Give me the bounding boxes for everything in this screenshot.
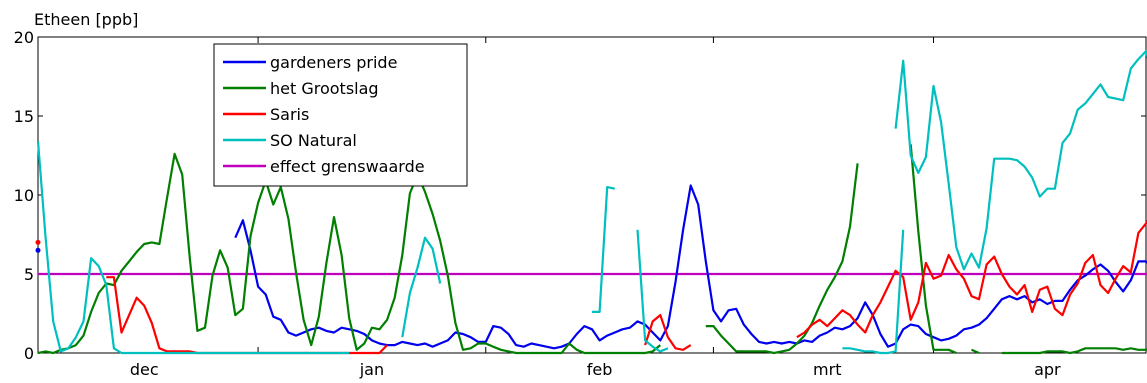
series-layer: [35, 50, 1147, 355]
series-line: [234, 184, 1147, 350]
y-tick-label: 20: [14, 28, 34, 47]
legend-entry: het Grootslag: [270, 79, 379, 98]
legend-entry: Saris: [270, 105, 309, 124]
x-tick-label: feb: [587, 360, 613, 379]
series-so-natural: [36, 50, 1147, 355]
series-line: [796, 220, 1147, 339]
plot-area-frame: [37, 36, 1147, 354]
series-line: [592, 186, 616, 313]
series-line: [971, 348, 980, 355]
x-tick-label: dec: [130, 360, 159, 379]
series-line: [636, 229, 669, 353]
series-line: [36, 141, 350, 355]
series-line: [894, 50, 1147, 271]
x-tick-label: jan: [359, 360, 384, 379]
legend: gardeners pride het Grootslag Saris SO Natu…: [213, 43, 468, 187]
series-line: [909, 144, 957, 355]
data-point: [35, 239, 41, 245]
series-line: [1001, 347, 1147, 355]
y-tick-label: 5: [24, 265, 34, 284]
series-line: [37, 152, 662, 355]
x-axis-ticks: dec jan feb mrt apr: [130, 37, 1061, 379]
series-line: [705, 163, 859, 355]
legend-entry: SO Natural: [270, 131, 357, 150]
y-tick-label: 0: [24, 344, 34, 363]
data-point: [35, 247, 41, 253]
series-line: [644, 314, 692, 351]
series-line: [401, 236, 442, 338]
series-saris: [35, 220, 1147, 355]
x-tick-label: mrt: [813, 360, 841, 379]
series-het-grootslag: [37, 144, 1147, 355]
series-line: [842, 229, 905, 355]
y-axis-title: Etheen [ppb]: [34, 10, 138, 29]
series-gardeners-pride: [35, 184, 1147, 350]
y-tick-label: 15: [14, 107, 34, 126]
legend-entry: effect grenswaarde: [270, 157, 425, 176]
x-tick-label: apr: [1034, 360, 1061, 379]
y-tick-label: 10: [14, 186, 34, 205]
y-axis-ticks: 0 5 10 15 20: [14, 28, 1146, 363]
legend-entry: gardeners pride: [270, 53, 397, 72]
